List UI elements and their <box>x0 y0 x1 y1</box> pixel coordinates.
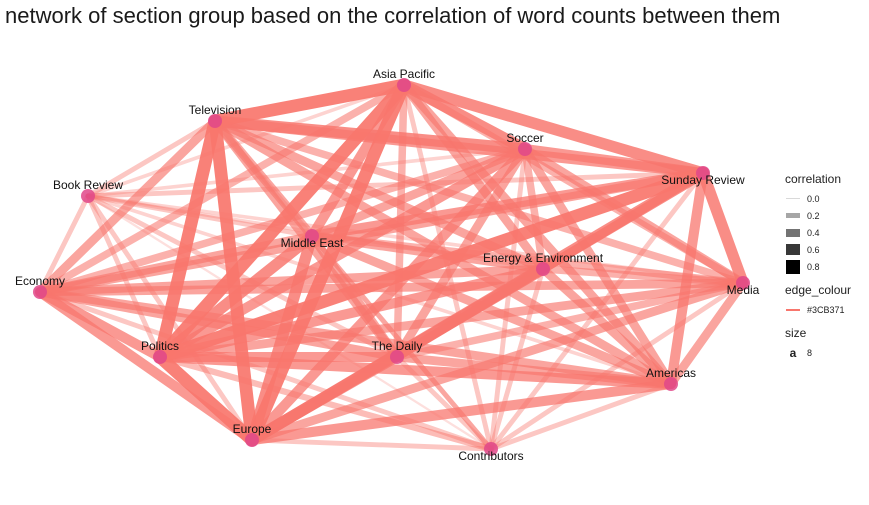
edge <box>666 278 748 389</box>
edge <box>154 143 531 363</box>
legend-title-size: size <box>785 326 807 340</box>
node <box>736 276 750 290</box>
edge <box>85 118 218 199</box>
node-label: Europe <box>233 422 272 436</box>
legend-title-correlation: correlation <box>785 172 842 186</box>
edge <box>246 378 677 446</box>
node-label: The Daily <box>372 339 423 353</box>
node-label: Asia Pacific <box>373 67 435 81</box>
node-label: Sunday Review <box>661 173 745 187</box>
node <box>81 189 95 203</box>
edge <box>37 193 91 295</box>
node <box>208 114 222 128</box>
edge <box>208 114 259 447</box>
edge <box>153 166 710 364</box>
legend-item: #3CB371 <box>785 301 869 318</box>
node <box>390 350 404 364</box>
edge <box>307 231 676 389</box>
edge <box>521 145 547 273</box>
chart-title: network of section group based on the co… <box>5 3 781 28</box>
edge <box>246 143 531 446</box>
edge <box>306 167 709 242</box>
legend: correlation 0.0 0.2 0.4 0.6 0.8 edge_col… <box>785 172 869 369</box>
legend-item: 0.8 <box>785 258 869 275</box>
nodes-layer <box>33 78 750 456</box>
node <box>536 262 550 276</box>
node <box>245 433 259 447</box>
labels-layer: Asia Pacific Television Soccer Sunday Revie… <box>15 67 760 463</box>
node <box>33 285 47 299</box>
node <box>305 229 319 243</box>
edge <box>488 381 674 452</box>
node <box>518 142 532 156</box>
node-label: Energy & Environment <box>483 251 604 265</box>
node-label: Politics <box>141 339 179 353</box>
edge <box>153 350 259 447</box>
node-label: Middle East <box>281 236 344 250</box>
legend-item: 0.0 <box>785 190 869 207</box>
edge <box>249 437 494 452</box>
node <box>696 166 710 180</box>
edge <box>665 167 709 390</box>
edge <box>35 116 220 297</box>
node <box>397 78 411 92</box>
node-label: Americas <box>646 366 696 380</box>
node <box>484 442 498 456</box>
edge <box>153 78 411 364</box>
node-label: Book Review <box>53 178 123 192</box>
edge <box>208 78 411 128</box>
edge <box>245 78 411 447</box>
legend-correlation: correlation 0.0 0.2 0.4 0.6 0.8 <box>785 172 869 275</box>
edge <box>520 144 676 389</box>
node-label: Soccer <box>506 131 543 145</box>
edge <box>398 79 709 179</box>
edge <box>209 115 531 155</box>
legend-item: 0.6 <box>785 241 869 258</box>
legend-title-edge-colour: edge_colour <box>785 283 852 297</box>
node-label: Contributors <box>458 449 523 463</box>
edge <box>154 263 549 363</box>
node-label: Media <box>727 283 760 297</box>
legend-item: 0.2 <box>785 207 869 224</box>
node <box>153 350 167 364</box>
edge <box>247 278 748 445</box>
edges-layer <box>34 78 749 453</box>
edge <box>35 287 676 389</box>
legend-edge-colour: edge_colour #3CB371 <box>785 283 869 318</box>
node-label: Television <box>189 103 242 117</box>
node <box>664 377 678 391</box>
edge <box>153 114 222 364</box>
legend-item: 0.4 <box>785 224 869 241</box>
edge <box>697 167 749 289</box>
node-label: Economy <box>15 274 65 288</box>
